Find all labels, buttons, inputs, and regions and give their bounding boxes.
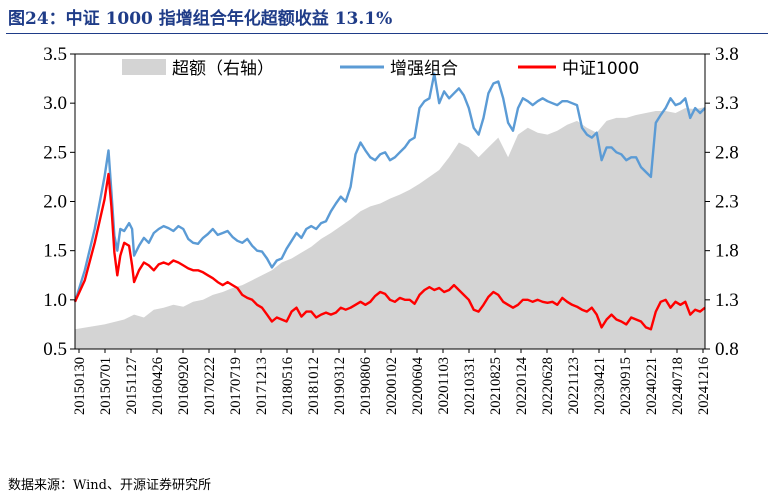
legend-label: 超额（右轴）	[172, 59, 274, 79]
x-tick-label: 20190806	[358, 357, 374, 415]
legend-label: 增强组合	[390, 59, 458, 79]
x-tick-label: 20240221	[644, 357, 660, 415]
legend-swatch-excess	[122, 59, 166, 75]
axes-layer: 0.5 1.0 1.5 2.0 2.5 3.0 3.5 0.8 1.3 1.8 2.3 2.8 3.3 3…	[43, 44, 739, 415]
enhanced-portfolio-line	[73, 72, 706, 303]
x-tick-label: 20170719	[228, 357, 244, 415]
y-tick-label: 1.0	[43, 290, 67, 311]
y-tick-label: 2.0	[43, 192, 67, 213]
y-tick-label: 0.5	[43, 339, 67, 360]
x-tick-label: 20221123	[566, 357, 582, 414]
x-tick-label: 20201103	[436, 357, 452, 414]
y2-tick-label: 0.8	[715, 339, 739, 360]
csi1000-line	[73, 172, 706, 331]
x-tick-label: 20171213	[254, 357, 270, 415]
x-tick-label: 20210825	[488, 357, 504, 415]
x-tick-label: 20180516	[280, 357, 296, 415]
legend-label: 中证1000	[562, 59, 639, 79]
x-tick-label: 20220628	[540, 357, 556, 415]
y-tick-label: 3.0	[43, 93, 67, 114]
x-tick-label: 20210331	[462, 357, 478, 415]
y2-tick-label: 1.3	[715, 290, 739, 311]
title-divider	[6, 33, 768, 34]
x-tick-label: 20230915	[618, 357, 634, 415]
x-tick-label: 20200102	[384, 357, 400, 415]
x-tick-label: 20170222	[202, 357, 218, 415]
x-tick-label: 20150701	[98, 357, 114, 415]
y-tick-label: 2.5	[43, 142, 67, 163]
x-tick-label: 20160920	[176, 357, 192, 415]
y2-tick-label: 3.3	[715, 93, 739, 114]
x-tick-label: 20190312	[332, 357, 348, 415]
y2-tick-label: 2.3	[715, 192, 739, 213]
line-chart: 0.5 1.0 1.5 2.0 2.5 3.0 3.5 0.8 1.3 1.8 2.3 2.8 3.3 3…	[43, 44, 739, 415]
x-tick-label: 20220124	[514, 356, 530, 415]
series-lines-layer	[73, 72, 706, 331]
chart-title: 图24：中证 1000 指增组合年化超额收益 13.1%	[8, 9, 393, 29]
y2-tick-label: 3.8	[715, 44, 739, 65]
legend: 超额（右轴） 增强组合 中证1000	[122, 59, 639, 79]
x-tick-label: 20181012	[306, 357, 322, 415]
x-tick-label: 20150130	[72, 357, 88, 415]
x-tick-label: 20241216	[696, 357, 712, 415]
excess-area-layer	[75, 107, 705, 349]
excess-area	[75, 107, 705, 349]
x-tick-label: 20160426	[150, 357, 166, 415]
x-tick-label: 20230421	[592, 357, 608, 415]
source-note: 数据来源：Wind、开源证券研究所	[8, 478, 211, 493]
x-tick-label: 20240718	[670, 357, 686, 415]
y-tick-label: 3.5	[43, 44, 67, 65]
x-tick-label: 20200604	[410, 356, 426, 415]
x-tick-label: 20151127	[124, 357, 140, 414]
y-tick-label: 1.5	[43, 241, 67, 262]
y2-tick-label: 1.8	[715, 241, 739, 262]
y2-tick-label: 2.8	[715, 142, 739, 163]
